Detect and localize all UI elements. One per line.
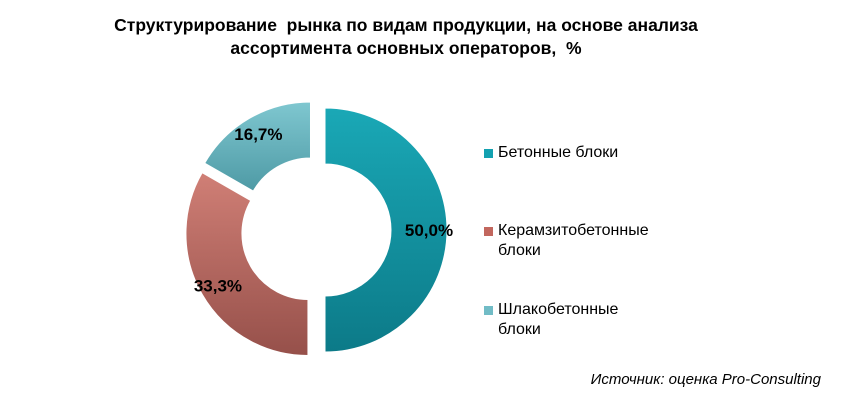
source-note: Источник: оценка Pro-Consulting: [590, 371, 821, 388]
data-label-beton: 50,0%: [405, 221, 453, 240]
chart-title: Структурирование рынка по видам продукци…: [0, 14, 812, 60]
legend-swatch-keramzit: [484, 227, 493, 236]
slice-beton: [324, 107, 448, 353]
slice-keramzit: [185, 172, 309, 357]
legend-swatch-beton: [484, 149, 493, 158]
legend-label-shlak: Шлакобетонные блоки: [498, 301, 619, 338]
data-label-shlak: 16,7%: [234, 125, 282, 144]
chart-title-line-2: ассортимента основных операторов, %: [230, 38, 582, 58]
legend-label-keramzit: Керамзитобетонные блоки: [498, 222, 649, 259]
legend-label-beton: Бетонные блоки: [498, 144, 619, 161]
chart-title-line-1: Структурирование рынка по видам продукци…: [114, 15, 698, 35]
legend-swatch-shlak: [484, 306, 493, 315]
slice-shlak: [204, 101, 311, 192]
data-label-keramzit: 33,3%: [194, 277, 242, 296]
